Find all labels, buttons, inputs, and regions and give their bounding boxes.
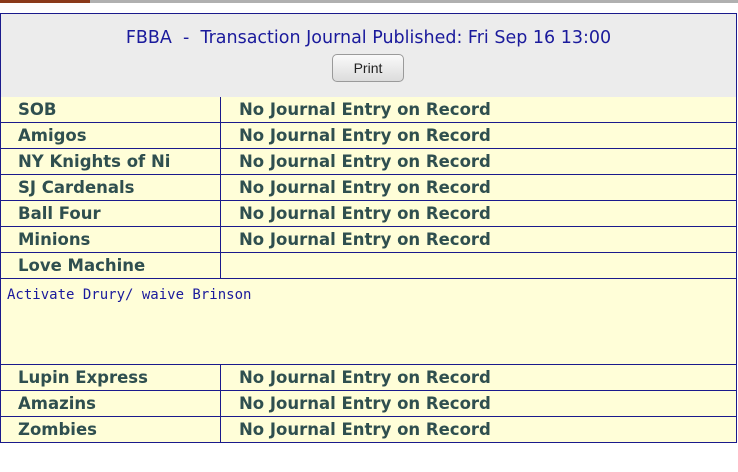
note-text: Activate Drury/ waive Brinson [7, 287, 252, 303]
team-name: Zombies [18, 420, 97, 439]
column-divider [220, 227, 221, 252]
team-name: Amigos [18, 126, 87, 145]
table-row: Minions No Journal Entry on Record [0, 227, 737, 253]
tab [0, 0, 90, 3]
column-divider [220, 391, 221, 416]
journal-entry: No Journal Entry on Record [239, 394, 491, 413]
title: FBBA - Transaction Journal Published: Fr… [125, 28, 612, 48]
table-row: Lupin Express No Journal Entry on Record [0, 365, 737, 391]
column-divider [220, 123, 221, 148]
table-row: SOB No Journal Entry on Record [0, 97, 737, 123]
journal-note: Activate Drury/ waive Brinson [0, 279, 737, 365]
team-name: NY Knights of Ni [18, 152, 171, 171]
table-row: Zombies No Journal Entry on Record [0, 417, 737, 443]
table-row: Ball Four No Journal Entry on Record [0, 201, 737, 227]
journal-entry: No Journal Entry on Record [239, 126, 491, 145]
column-divider [220, 253, 221, 278]
column-divider [220, 201, 221, 226]
table-row: Love Machine [0, 253, 737, 279]
journal-entry: No Journal Entry on Record [239, 204, 491, 223]
column-divider [220, 417, 221, 442]
column-divider [220, 175, 221, 200]
journal-table: SOB No Journal Entry on Record Amigos No Jo… [0, 97, 737, 443]
team-name: Ball Four [18, 204, 101, 223]
team-name: Love Machine [18, 256, 146, 275]
team-name: SOB [18, 100, 57, 119]
journal-entry: No Journal Entry on Record [239, 420, 491, 439]
team-name: Lupin Express [18, 368, 148, 387]
table-row: Amigos No Journal Entry on Record [0, 123, 737, 149]
journal-entry: No Journal Entry on Record [239, 152, 491, 171]
table-row: NY Knights of Ni No Journal Entry on Reco… [0, 149, 737, 175]
column-divider [220, 97, 221, 122]
table-row: SJ Cardenals No Journal Entry on Record [0, 175, 737, 201]
team-name: SJ Cardenals [18, 178, 135, 197]
column-divider [220, 149, 221, 174]
top-bar [0, 0, 738, 3]
journal-entry: No Journal Entry on Record [239, 100, 491, 119]
journal-entry: No Journal Entry on Record [239, 368, 491, 387]
journal-entry: No Journal Entry on Record [239, 178, 491, 197]
print-button[interactable]: Print [332, 54, 404, 82]
table-row: Amazins No Journal Entry on Record [0, 391, 737, 417]
column-divider [220, 365, 221, 390]
team-name: Amazins [18, 394, 96, 413]
team-name: Minions [18, 230, 91, 249]
journal-entry: No Journal Entry on Record [239, 230, 491, 249]
header: FBBA - Transaction Journal Published: Fr… [0, 13, 737, 98]
